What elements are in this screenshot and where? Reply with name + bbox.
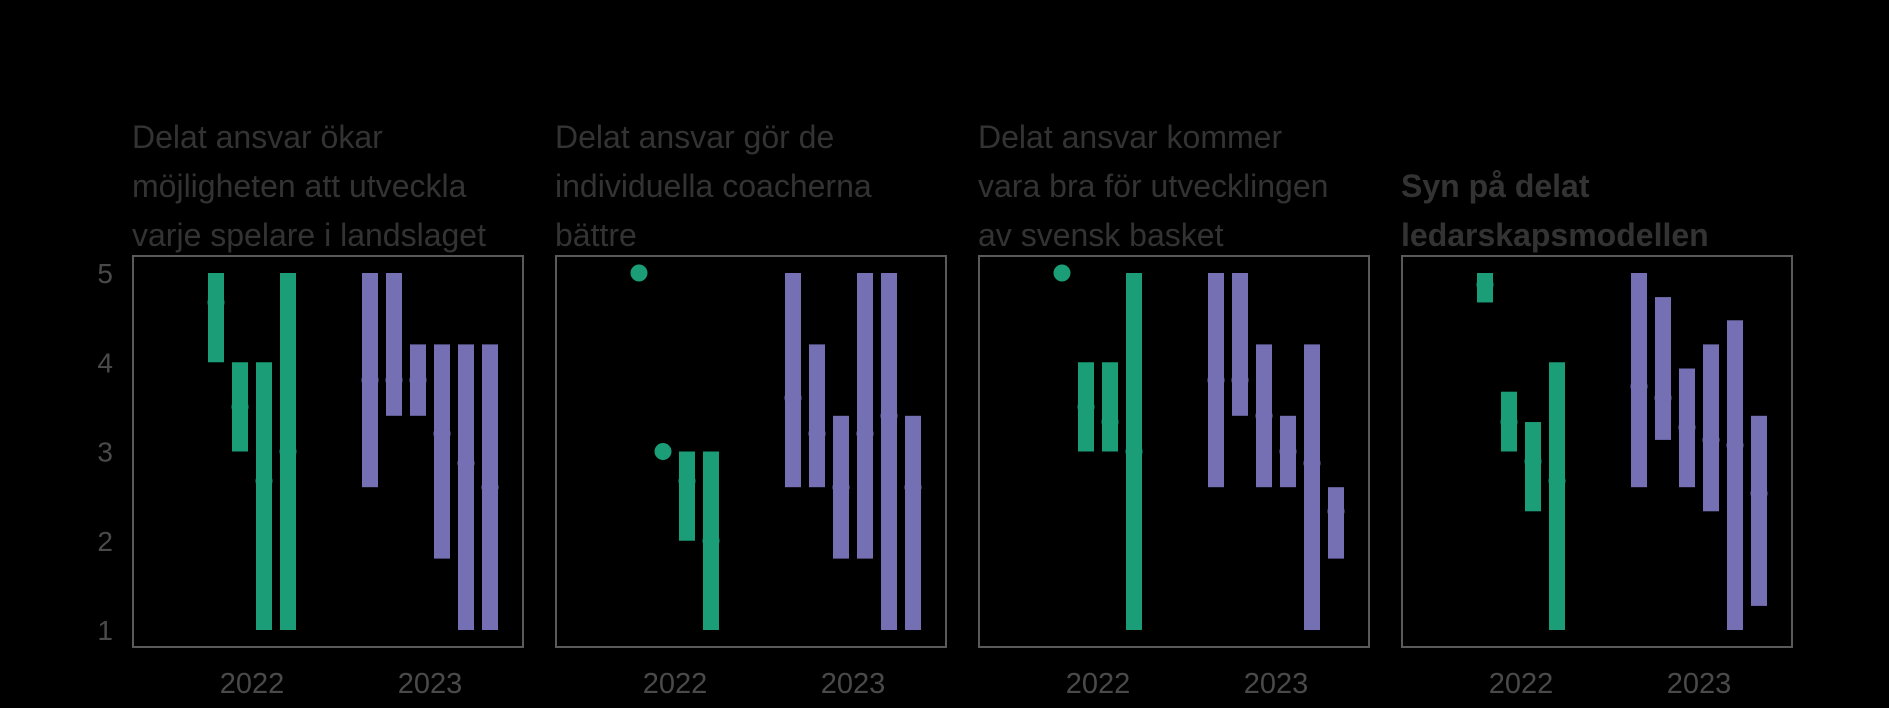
y-tick-label: 1 xyxy=(97,615,113,646)
panel-title-line: vara bra för utvecklingen xyxy=(978,168,1328,204)
x-tick-label: 2023 xyxy=(1244,668,1309,700)
panel: Delat ansvar gör de individuella coachern… xyxy=(555,119,947,700)
interval-bar xyxy=(458,344,474,630)
x-tick-label: 2023 xyxy=(821,668,886,700)
mean-point xyxy=(880,407,898,425)
panel-title: Delat ansvar ökar möjligheten att utveckl… xyxy=(132,119,486,253)
interval-bar xyxy=(1655,297,1671,440)
mean-point xyxy=(1231,371,1249,389)
panel-title-line: ledarskapsmodellen xyxy=(1401,217,1709,253)
mean-point xyxy=(433,425,451,443)
panel-title-line: av svensk basket xyxy=(978,217,1224,253)
mean-point xyxy=(1702,431,1720,449)
panel-title-line: Delat ansvar gör de xyxy=(555,119,834,155)
mean-point xyxy=(231,398,249,416)
panel: Delat ansvar kommer vara bra för utveckli… xyxy=(978,119,1370,700)
mean-point xyxy=(678,472,696,490)
y-tick-label: 2 xyxy=(97,526,113,557)
interval-bar xyxy=(1304,344,1320,630)
mean-point xyxy=(1077,398,1095,416)
panel-title: Delat ansvar kommer vara bra för utveckli… xyxy=(978,119,1328,253)
mean-point xyxy=(1750,484,1768,502)
mean-point xyxy=(481,478,499,496)
mean-point xyxy=(1125,443,1143,460)
interval-bar xyxy=(1703,344,1719,512)
mean-point xyxy=(1476,276,1494,294)
mean-point xyxy=(630,264,648,282)
mean-point xyxy=(1654,389,1672,407)
mean-point xyxy=(832,478,850,496)
y-tick-label: 3 xyxy=(97,437,113,468)
mean-point xyxy=(1101,413,1119,431)
interval-bar xyxy=(434,344,450,559)
y-axis: 1 2 3 4 5 xyxy=(97,258,113,646)
mean-point xyxy=(702,532,720,550)
mean-point xyxy=(385,371,403,389)
panel-title-line: möjligheten att utveckla xyxy=(132,168,467,204)
interval-bar xyxy=(208,273,224,363)
x-tick-label: 2023 xyxy=(1667,668,1732,700)
interval-bar xyxy=(1751,415,1767,606)
panel: Delat ansvar ökar möjligheten att utveckl… xyxy=(132,119,524,700)
panel-title-line: Delat ansvar ökar xyxy=(132,119,383,155)
y-tick-label: 5 xyxy=(97,258,113,289)
mean-point xyxy=(904,478,922,496)
interval-bar xyxy=(905,415,921,630)
x-tick-label: 2022 xyxy=(1066,668,1131,700)
mean-point xyxy=(1327,502,1345,520)
interval-bar xyxy=(1232,273,1248,416)
interval-bar xyxy=(1102,362,1118,452)
mean-point xyxy=(409,371,427,389)
panel-frame xyxy=(555,255,947,648)
mean-point xyxy=(1726,436,1744,454)
panel-title-line: Delat ansvar kommer xyxy=(978,119,1282,155)
interval-bar xyxy=(679,451,695,541)
mean-point xyxy=(279,443,297,460)
mean-point xyxy=(784,389,802,407)
interval-bar xyxy=(386,273,402,416)
mean-point xyxy=(654,443,672,460)
panel-title: Syn på delat ledarskapsmodellen xyxy=(1401,168,1709,253)
mean-point xyxy=(1548,472,1566,490)
mean-point xyxy=(1500,413,1518,431)
panel-title-line: individuella coacherna xyxy=(555,168,872,204)
x-tick-label: 2022 xyxy=(220,668,285,700)
interval-bar xyxy=(785,273,801,488)
mean-point xyxy=(1053,264,1071,282)
panel-frame xyxy=(132,255,524,648)
panel-title-line: bättre xyxy=(555,217,637,253)
interval-bar xyxy=(881,273,897,630)
panel: Syn på delat ledarskapsmodellen 2022 2023 xyxy=(1401,168,1793,700)
mean-point xyxy=(808,425,826,443)
mean-point xyxy=(1630,377,1648,395)
panel-title-line: Syn på delat xyxy=(1401,168,1590,204)
interval-bar xyxy=(809,344,825,488)
x-tick-label: 2022 xyxy=(1489,668,1554,700)
mean-point xyxy=(1678,418,1696,436)
interval-bar xyxy=(1727,320,1743,630)
panel-frame xyxy=(978,255,1370,648)
panel-title: Delat ansvar gör de individuella coachern… xyxy=(555,119,872,253)
y-tick-label: 4 xyxy=(97,347,113,378)
mean-point xyxy=(361,371,379,389)
mean-point xyxy=(457,454,475,472)
x-tick-label: 2023 xyxy=(398,668,463,700)
interval-bar xyxy=(857,273,873,559)
mean-point xyxy=(856,425,874,443)
panels: Delat ansvar ökar möjligheten att utveckl… xyxy=(132,119,1793,700)
mean-point xyxy=(207,293,225,311)
panel-title-line: varje spelare i landslaget xyxy=(132,217,486,253)
mean-point xyxy=(1207,371,1225,389)
x-tick-label: 2022 xyxy=(643,668,708,700)
mean-point xyxy=(255,472,273,490)
interval-bar xyxy=(1328,487,1344,559)
interval-bar xyxy=(256,362,272,630)
interval-bar xyxy=(1549,362,1565,630)
mean-point xyxy=(1524,452,1542,470)
mean-point xyxy=(1279,443,1297,460)
mean-point xyxy=(1303,454,1321,472)
panel-frame xyxy=(1401,255,1793,648)
mean-point xyxy=(1255,407,1273,425)
